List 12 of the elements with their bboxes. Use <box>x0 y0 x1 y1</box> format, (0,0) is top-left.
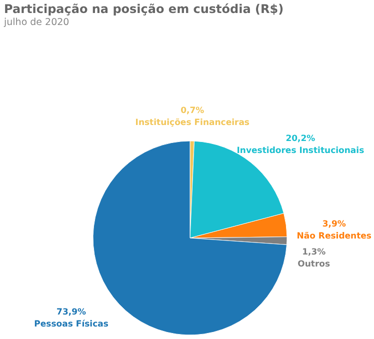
slice-label: Não Residentes <box>296 231 372 242</box>
chart-subtitle: julho de 2020 <box>3 17 70 28</box>
slice-label: Instituições Financeiras <box>135 118 250 128</box>
data-label: 20,2% <box>286 134 316 144</box>
slice-label: Investidores Institucionais <box>236 146 364 156</box>
slice-label: Outros <box>298 259 330 270</box>
data-label: 3,9% <box>322 219 346 230</box>
data-label: 0,7% <box>180 106 205 116</box>
data-label: 73,9% <box>56 308 87 318</box>
slice-label: Pessoas Físicas <box>34 320 108 330</box>
data-label: 1,3% <box>302 247 326 258</box>
chart-title: Participação na posição em custódia (R$) <box>4 2 284 16</box>
